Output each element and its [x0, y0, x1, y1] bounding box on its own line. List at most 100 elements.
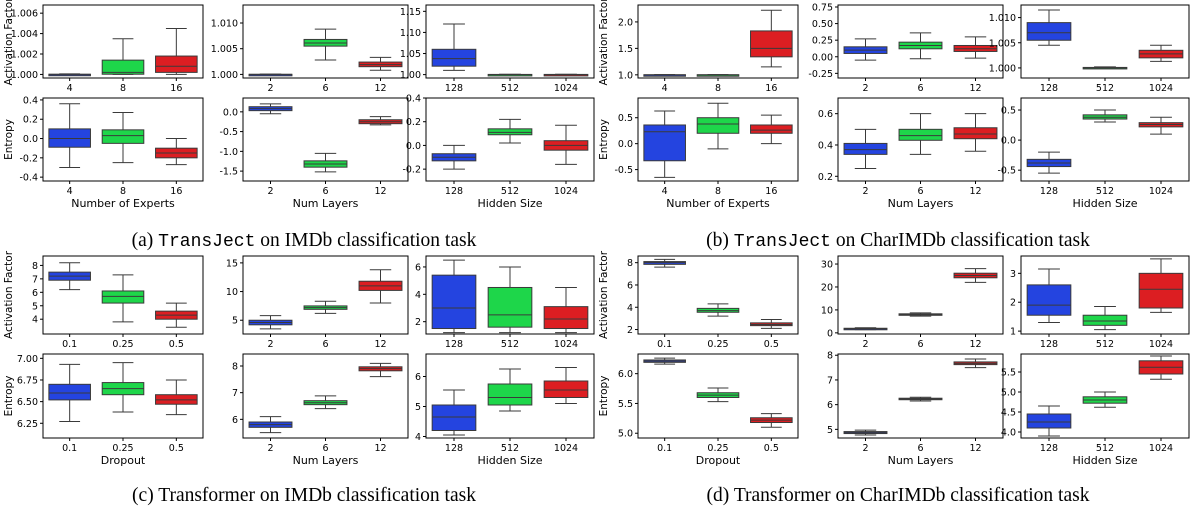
axes-frame [837, 353, 1004, 439]
x-tick-label: 4 [67, 83, 73, 94]
box-512 [1082, 314, 1128, 326]
y-tick-label: 5.5 [1001, 368, 1016, 379]
y-tick-label: 6.0 [618, 369, 633, 380]
y-tick-label: -0.5 [614, 165, 633, 176]
y-tick-label: 0.6 [818, 109, 833, 120]
x-axis-label: Num Layers [293, 197, 359, 210]
x-tick-label: 1024 [1149, 186, 1173, 197]
y-tick-label: 5.5 [618, 399, 633, 410]
x-tick-label: 0.1 [657, 443, 672, 454]
x-axis-label: Hidden Size [477, 454, 542, 467]
x-tick-label: 8 [715, 186, 721, 197]
y-tick-label: 6.50 [17, 397, 38, 408]
axes-frame [637, 255, 799, 335]
x-tick-label: 0.1 [62, 443, 77, 454]
x-axis-label: Number of Experts [666, 197, 770, 210]
y-tick-label: 7 [232, 388, 238, 399]
y-tick-label: 0.0 [1001, 136, 1016, 147]
x-tick-label: 2 [267, 186, 273, 197]
y-tick-label: 0.00 [812, 52, 833, 63]
y-tick-label: 5 [827, 425, 833, 436]
y-axis-label: Activation Factor [598, 0, 610, 86]
box-0.1 [48, 383, 91, 401]
box-128 [1026, 413, 1072, 429]
y-tick-label: 0.4 [23, 95, 38, 106]
x-tick-label: 6 [917, 186, 923, 197]
box-1024 [543, 380, 589, 398]
y-tick-label: 15 [226, 258, 238, 269]
chart-panel-a-bottom-0: -0.4 -0.2 0.0 0.2 0.4 4 8 16 Entropy Number of Ex… [3, 95, 204, 210]
y-tick-label: 1.000 [11, 70, 38, 81]
y-tick-label: 4 [415, 290, 421, 301]
y-tick-label: 5.0 [618, 429, 633, 440]
box-2 [843, 142, 888, 155]
x-axis-label: Num Layers [293, 454, 359, 467]
y-axis-label: Activation Factor [3, 250, 15, 339]
x-tick-label: 128 [445, 339, 463, 350]
y-tick-label: 1.005 [211, 44, 238, 55]
x-tick-label: 16 [765, 83, 777, 94]
axes-frame [425, 4, 595, 79]
y-tick-label: 2 [627, 325, 633, 336]
x-axis-label: Hidden Size [1072, 454, 1137, 467]
x-tick-label: 128 [1040, 186, 1058, 197]
y-tick-label: 1.010 [211, 18, 238, 29]
x-tick-label: 0.1 [657, 339, 672, 350]
box-128 [1026, 284, 1072, 316]
x-tick-label: 16 [170, 186, 182, 197]
x-axis-label: Num Layers [888, 197, 954, 210]
x-tick-label: 0.5 [764, 339, 779, 350]
y-tick-label: 0.2 [406, 117, 421, 128]
y-tick-label: 1.006 [11, 9, 38, 20]
chart-panel-d-top-0: 2 4 6 8 0.1 0.25 0.5 Activation Factor [598, 250, 799, 350]
box-16 [155, 55, 198, 73]
x-tick-label: 512 [501, 83, 519, 94]
y-tick-label: 6 [415, 262, 421, 273]
y-tick-label: 1.00 [400, 70, 421, 81]
y-tick-label: 5 [232, 316, 238, 327]
y-tick-label: 6 [627, 280, 633, 291]
y-tick-label: 6.75 [17, 375, 38, 386]
x-axis-label: Number of Experts [71, 197, 175, 210]
y-tick-label: 6 [415, 372, 421, 383]
y-tick-label: 0.75 [812, 2, 833, 13]
x-tick-label: 4 [662, 186, 668, 197]
x-tick-label: 6 [917, 443, 923, 454]
chart-panel-c-top-0: 4 5 6 7 8 0.1 0.25 0.5 Activation Factor [3, 250, 204, 350]
y-tick-label: 4.5 [1001, 408, 1016, 419]
box-128 [431, 274, 477, 330]
y-tick-label: 0 [827, 328, 833, 339]
y-tick-label: 0.0 [23, 134, 38, 145]
chart-panel-b-top-0: 1.0 1.5 2.0 4 8 16 Activation Factor [598, 0, 799, 94]
x-tick-label: 0.1 [62, 339, 77, 350]
x-tick-label: 12 [969, 443, 981, 454]
y-tick-label: -0.5 [997, 166, 1016, 177]
y-tick-label: -0.2 [402, 165, 421, 176]
y-axis-label: Activation Factor [598, 250, 610, 339]
x-axis-label: Num Layers [888, 454, 954, 467]
caption-b: (b) TransJect on CharIMDb classification… [706, 230, 1090, 252]
y-tick-label: 1.002 [11, 50, 38, 61]
x-tick-label: 0.5 [169, 339, 184, 350]
y-tick-label: 0.0 [406, 141, 421, 152]
y-tick-label: -0.2 [19, 153, 38, 164]
box-1024 [1138, 272, 1184, 309]
y-tick-label: 1.005 [989, 38, 1016, 49]
chart-panel-a-top-0: 1.000 1.002 1.004 1.006 4 8 16 Activation Facto… [3, 0, 204, 94]
x-tick-label: 128 [1040, 443, 1058, 454]
box-512 [487, 286, 533, 328]
x-tick-label: 16 [765, 186, 777, 197]
y-axis-label: Entropy [3, 376, 15, 417]
y-tick-label: 0.0 [223, 107, 238, 118]
y-tick-label: 7 [32, 274, 38, 285]
x-tick-label: 12 [969, 339, 981, 350]
y-tick-label: 1.010 [989, 13, 1016, 24]
y-axis-label: Entropy [598, 119, 610, 160]
chart-panel-c-bottom-0: 6.25 6.50 6.75 7.00 0.1 0.25 0.5 Entropy Dropout [3, 353, 204, 467]
y-tick-label: 0.2 [818, 172, 833, 183]
box-0.25 [101, 290, 145, 304]
x-tick-label: 12 [374, 186, 386, 197]
y-tick-label: 0.2 [23, 115, 38, 126]
x-tick-label: 0.25 [707, 443, 728, 454]
